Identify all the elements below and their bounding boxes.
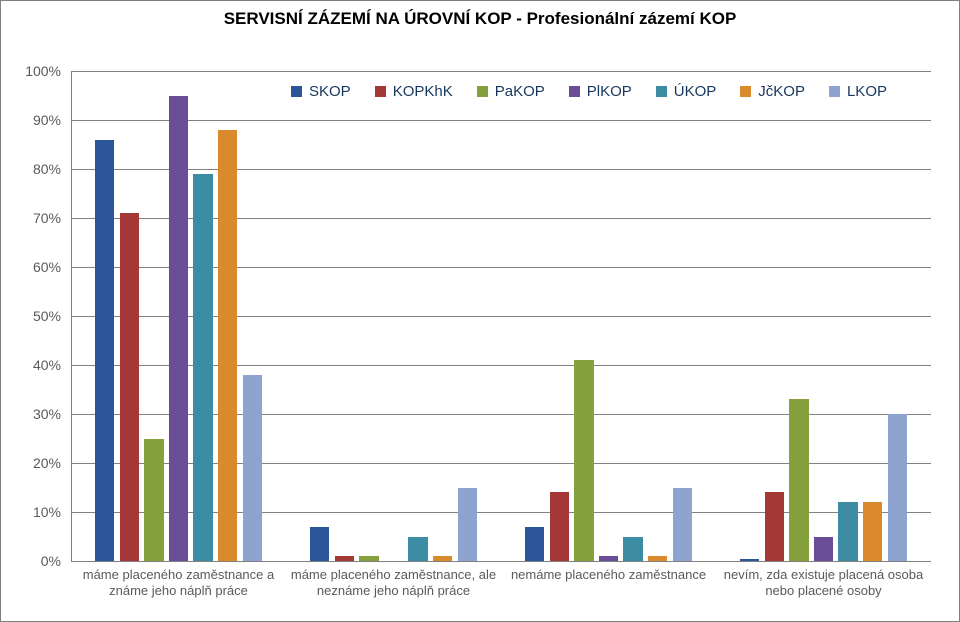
gridline: [71, 561, 931, 562]
x-category-label: nemáme placeného zaměstnance: [501, 567, 716, 583]
y-tick-label: 60%: [33, 259, 61, 275]
bar: [193, 174, 212, 561]
bar: [95, 140, 114, 561]
bar: [574, 360, 593, 561]
y-tick-label: 20%: [33, 455, 61, 471]
x-category-label: máme placeného zaměstnance aznáme jeho n…: [71, 567, 286, 598]
bar: [599, 556, 618, 561]
bar: [408, 537, 427, 562]
chart-frame: SERVISNÍ ZÁZEMÍ NA ÚROVNÍ KOP - Profesio…: [0, 0, 960, 622]
bar: [550, 492, 569, 561]
bar: [888, 414, 907, 561]
bar: [525, 527, 544, 561]
plot-area: 0%10%20%30%40%50%60%70%80%90%100%: [71, 71, 931, 561]
x-axis: máme placeného zaměstnance aznáme jeho n…: [71, 563, 931, 619]
y-tick-label: 10%: [33, 504, 61, 520]
bar: [144, 439, 163, 562]
x-category-label: nevím, zda existuje placená osobanebo pl…: [716, 567, 931, 598]
x-category-label: máme placeného zaměstnance, aleneznáme j…: [286, 567, 501, 598]
bar: [863, 502, 882, 561]
bar: [243, 375, 262, 561]
bar: [814, 537, 833, 562]
bars-layer: [71, 71, 931, 561]
bar: [433, 556, 452, 561]
bar: [623, 537, 642, 562]
bar: [673, 488, 692, 562]
chart-title: SERVISNÍ ZÁZEMÍ NA ÚROVNÍ KOP - Profesio…: [1, 9, 959, 29]
bar: [648, 556, 667, 561]
bar: [740, 559, 759, 561]
y-tick-label: 90%: [33, 112, 61, 128]
bar: [169, 96, 188, 562]
bar: [310, 527, 329, 561]
y-tick-label: 30%: [33, 406, 61, 422]
bar: [359, 556, 378, 561]
bar: [218, 130, 237, 561]
y-tick-label: 80%: [33, 161, 61, 177]
y-tick-label: 50%: [33, 308, 61, 324]
y-tick-label: 0%: [41, 553, 61, 569]
bar: [120, 213, 139, 561]
bar: [765, 492, 784, 561]
bar: [838, 502, 857, 561]
bar: [458, 488, 477, 562]
bar: [335, 556, 354, 561]
bar: [789, 399, 808, 561]
y-tick-label: 100%: [25, 63, 61, 79]
y-tick-label: 40%: [33, 357, 61, 373]
y-tick-label: 70%: [33, 210, 61, 226]
